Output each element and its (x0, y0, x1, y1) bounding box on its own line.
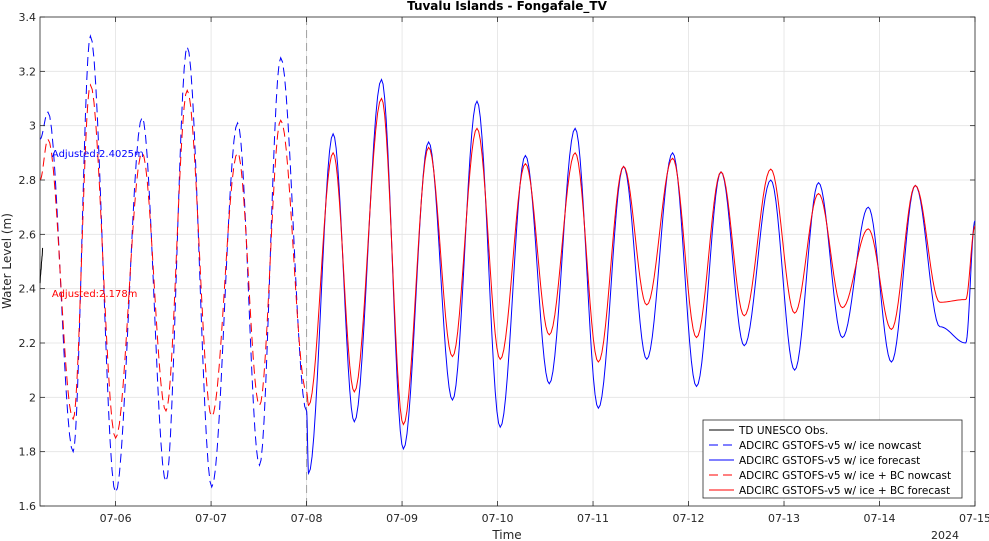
y-tick-label: 1.6 (19, 500, 37, 513)
y-tick-label: 2.8 (19, 174, 37, 187)
series-line-3 (39, 83, 308, 440)
y-tick-label: 3 (29, 120, 36, 133)
x-tick-label: 07-09 (386, 512, 418, 525)
series-line-1 (39, 34, 308, 494)
legend: TD UNESCO Obs. ADCIRC GSTOFS-v5 w/ ice no… (702, 419, 963, 499)
adjusted-annotation: Adjusted:2.178m (52, 289, 138, 300)
y-tick-label: 1.8 (19, 446, 37, 459)
year-label: 2024 (931, 529, 959, 541)
y-tick-label: 2.4 (19, 283, 37, 296)
x-tick-label: 07-15 (959, 512, 989, 525)
y-axis-ticks: 1.6 1.8 2 2.2 2.4 2.6 2.8 3 3.2 3.4 (19, 11, 975, 513)
x-tick-label: 07-06 (100, 512, 132, 525)
y-tick-label: 2 (29, 391, 36, 404)
series-line-2 (306, 78, 976, 476)
legend-label: ADCIRC GSTOFS-v5 w/ ice + BC nowcast (739, 470, 951, 482)
series-line-0 (39, 247, 44, 284)
annotations: Adjusted:2.4025m Adjusted:2.178m (52, 149, 144, 300)
y-tick-label: 3.4 (19, 11, 37, 24)
x-tick-label: 07-11 (577, 512, 609, 525)
series-line-4 (306, 97, 976, 426)
y-tick-label: 2.6 (19, 228, 37, 241)
y-tick-label: 2.2 (19, 337, 37, 350)
series-group (39, 34, 976, 494)
x-tick-label: 07-13 (768, 512, 800, 525)
legend-label: ADCIRC GSTOFS-v5 w/ ice + BC forecast (739, 485, 950, 497)
legend-label: TD UNESCO Obs. (738, 425, 828, 437)
y-tick-label: 3.2 (19, 65, 37, 78)
x-tick-label: 07-12 (673, 512, 705, 525)
plot-frame (39, 16, 976, 507)
legend-box (702, 419, 963, 499)
x-tick-label: 07-07 (195, 512, 227, 525)
chart-title: Tuvalu Islands - Fongafale_TV (407, 0, 608, 14)
legend-label: ADCIRC GSTOFS-v5 w/ ice forecast (739, 455, 920, 467)
adjusted-annotation: Adjusted:2.4025m (52, 149, 144, 160)
x-axis-label: Time (491, 528, 521, 541)
x-axis-ticks: 07-06 07-07 07-08 07-09 07-10 07-11 07-12 07-13… (100, 17, 989, 525)
x-tick-label: 07-08 (291, 512, 323, 525)
x-tick-label: 07-14 (864, 512, 896, 525)
legend-label: ADCIRC GSTOFS-v5 w/ ice nowcast (739, 440, 921, 452)
y-axis-label: Water Level (m) (0, 213, 14, 309)
x-tick-label: 07-10 (482, 512, 514, 525)
